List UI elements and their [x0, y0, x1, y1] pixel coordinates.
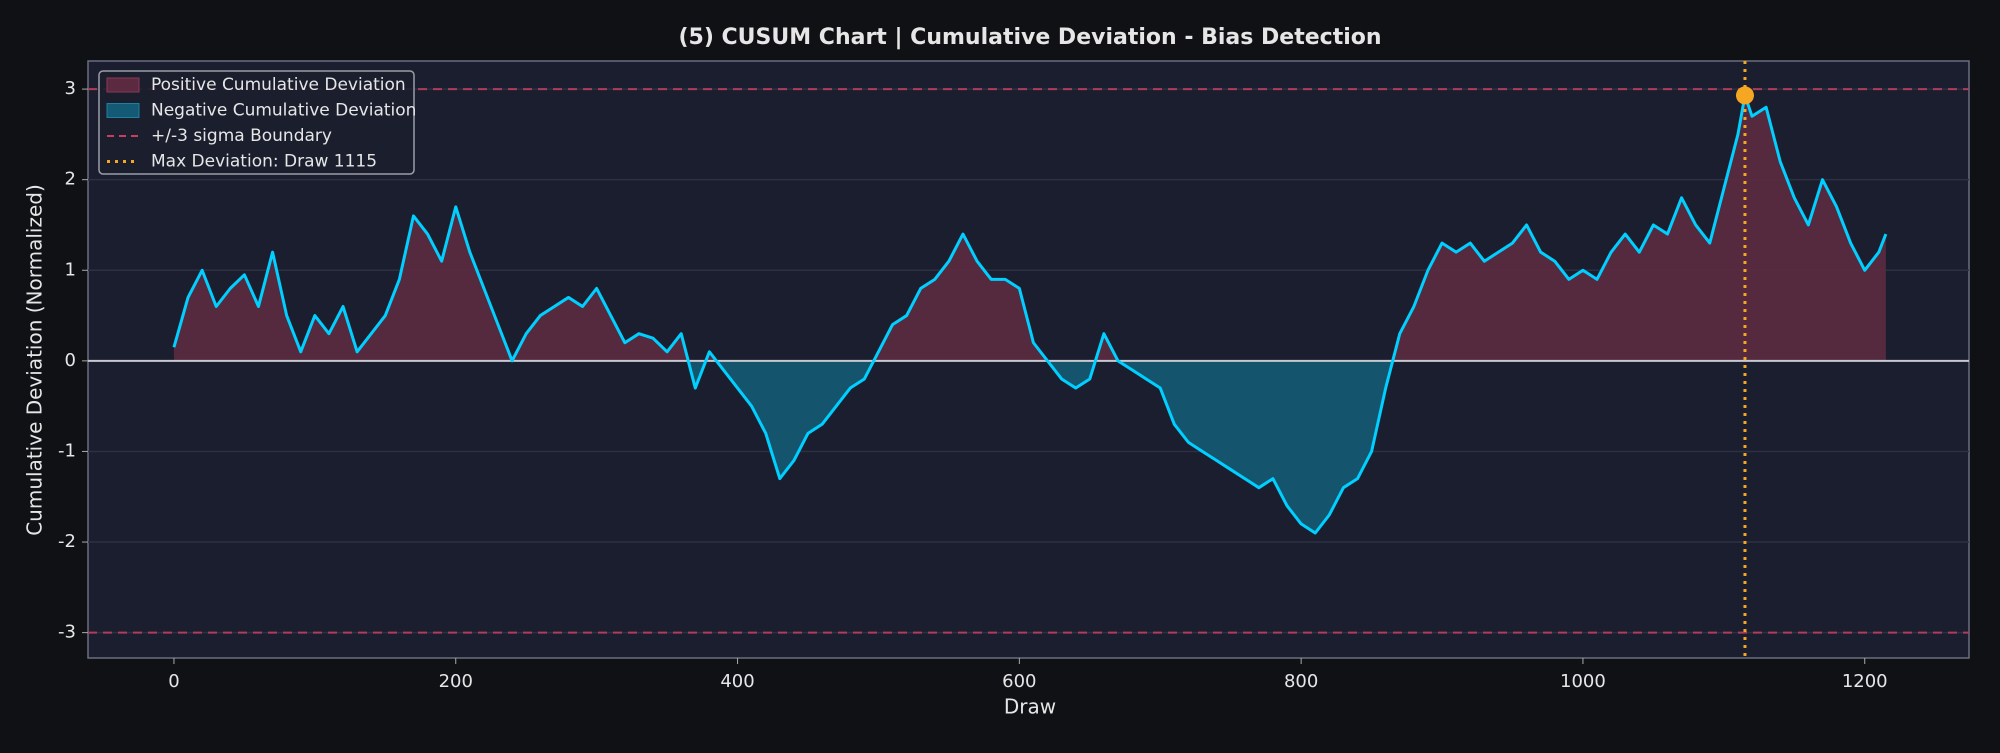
y-tick-label: -3 [58, 622, 76, 643]
y-axis-label: Cumulative Deviation (Normalized) [23, 184, 47, 536]
y-tick-label: 0 [65, 350, 76, 371]
x-axis-label: Draw [1004, 695, 1056, 719]
x-tick-label: 200 [439, 671, 473, 692]
legend-label: Positive Cumulative Deviation [151, 75, 406, 95]
y-tick-label: -2 [58, 531, 76, 552]
x-tick-label: 1000 [1560, 671, 1606, 692]
x-tick-label: 800 [1284, 671, 1318, 692]
positive-area [173, 95, 1886, 361]
y-tick-label: 2 [65, 169, 76, 190]
y-tick-label: 1 [65, 259, 76, 280]
legend-label: Max Deviation: Draw 1115 [151, 152, 377, 172]
x-tick-label: 1200 [1842, 671, 1888, 692]
y-tick-label: -1 [58, 440, 76, 461]
legend-swatch [106, 103, 140, 118]
max-point [1735, 86, 1754, 105]
y-tick-label: 3 [65, 78, 76, 99]
cusum-line [172, 93, 1888, 535]
x-tick-label: 400 [720, 671, 754, 692]
legend-label: +/-3 sigma Boundary [151, 126, 332, 146]
x-tick-label: 0 [168, 671, 179, 692]
legend-swatch [106, 77, 140, 93]
x-tick-label: 600 [1002, 671, 1036, 692]
legend-label: Negative Cumulative Deviation [151, 101, 416, 121]
chart-title: (5) CUSUM Chart | Cumulative Deviation -… [678, 25, 1381, 50]
legend-box [98, 70, 415, 175]
